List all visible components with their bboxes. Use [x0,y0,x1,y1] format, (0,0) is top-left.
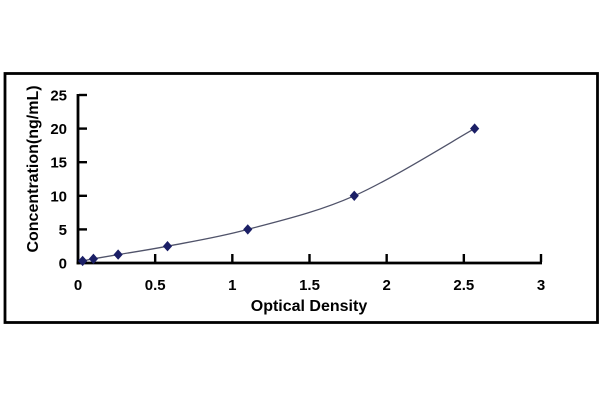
y-tick-label: 20 [50,121,67,138]
y-tick-label: 10 [50,188,67,205]
data-point-marker [113,249,123,260]
y-tick-label: 15 [50,155,67,172]
x-axis-title: Optical Density [251,298,368,315]
standard-curve-line [82,128,475,262]
plot-border-box [3,72,599,324]
x-tick-label: 3 [537,277,545,294]
x-tick-label: 2 [382,277,390,294]
y-tick-label: 25 [50,88,67,105]
data-point-marker [162,241,173,252]
x-tick-label: 1 [228,277,236,294]
data-point-marker [78,255,88,267]
x-tick-label: 0.5 [145,277,166,294]
y-tick-label: 0 [59,256,67,273]
data-point-marker [88,253,99,265]
data-point-marker [349,190,359,201]
x-tick-label: 2.5 [453,277,474,294]
x-tick-label: 1.5 [299,277,320,294]
y-tick-label: 5 [59,222,67,239]
y-axis-title: Concentration(ng/mL) [25,85,42,252]
data-point-marker [470,123,480,134]
x-tick-label: 0 [74,277,82,294]
data-point-marker [243,224,253,235]
